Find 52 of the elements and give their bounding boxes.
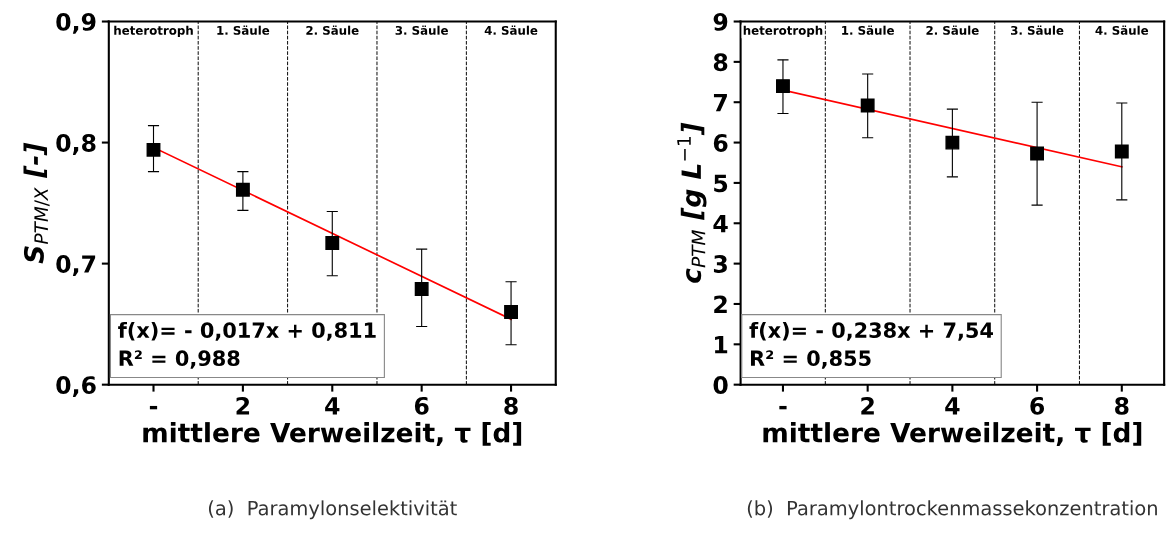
y-tick-label: 0 — [713, 376, 728, 394]
y-tick-label: 5 — [714, 174, 728, 193]
x-axis-title: mittlere Verweilzeit, τ [d] — [763, 422, 1142, 446]
x-tick-label: 6 — [1030, 396, 1045, 415]
annotation: 2. Säule — [926, 25, 979, 35]
point — [504, 305, 519, 319]
y-axis-title: c$_{PTM}$ [g L$^{−1}$] — [677, 122, 707, 283]
y-tick-label: 1 — [715, 336, 728, 354]
y-tick-label: 9 — [713, 12, 728, 31]
annotation: 4. Säule — [484, 25, 538, 35]
text: (b) Paramylontrockenmassekonzentration — [747, 500, 1157, 520]
y-tick-label: 2 — [714, 295, 727, 313]
y-tick-label: 4 — [713, 215, 728, 233]
annotation: 1. Säule — [217, 25, 270, 35]
y-axis-title: S$_{PTM/X}$ [-] — [23, 142, 50, 264]
annotation: heterotroph — [114, 25, 193, 38]
point — [325, 236, 340, 250]
x-tick-label: 4 — [945, 397, 960, 415]
x-axis-title: mittlere Verweilzeit, τ [d] — [143, 422, 522, 446]
x-tick-label: 8 — [1115, 396, 1129, 415]
annotation: heterotroph — [743, 25, 823, 38]
x-tick-label: 8 — [504, 396, 518, 415]
y-tick-label: 3 — [713, 255, 727, 273]
point — [1030, 146, 1045, 161]
x-tick-label: 6 — [414, 396, 429, 415]
point — [945, 135, 960, 150]
annotation: 4. Säule — [1095, 25, 1149, 35]
y-tick-label: 0,6 — [56, 376, 96, 397]
x-tick-label: - — [779, 405, 787, 410]
annotation: 2. Säule — [306, 25, 359, 35]
y-tick-label: 6 — [713, 134, 728, 152]
annotation: f(x)= - 0,017x + 0,811 R² = 0,988 — [118, 321, 376, 369]
y-tick-label: 0,7 — [56, 255, 96, 276]
annotation: 3. Säule — [395, 25, 448, 35]
x-tick-label: 2 — [236, 396, 250, 415]
y-tick-label: 8 — [713, 53, 728, 72]
x-tick-label: - — [149, 405, 158, 410]
y-tick-label: 0,8 — [56, 134, 96, 155]
x-tick-label: 2 — [861, 396, 874, 415]
point — [146, 142, 161, 157]
point — [1114, 144, 1129, 159]
y-tick-label: 7 — [713, 93, 727, 112]
annotation: f(x)= - 0,238x + 7,54 R² = 0,855 — [749, 321, 993, 369]
point — [860, 98, 875, 113]
annotation: 1. Säule — [842, 25, 894, 35]
annotation: 3. Säule — [1011, 25, 1064, 35]
x-tick-label: 4 — [325, 397, 340, 415]
point — [235, 182, 250, 197]
point — [414, 282, 429, 296]
y-tick-label: 0,9 — [56, 12, 96, 34]
point — [776, 79, 790, 94]
text: (a) Paramylonselektivität — [208, 500, 457, 520]
